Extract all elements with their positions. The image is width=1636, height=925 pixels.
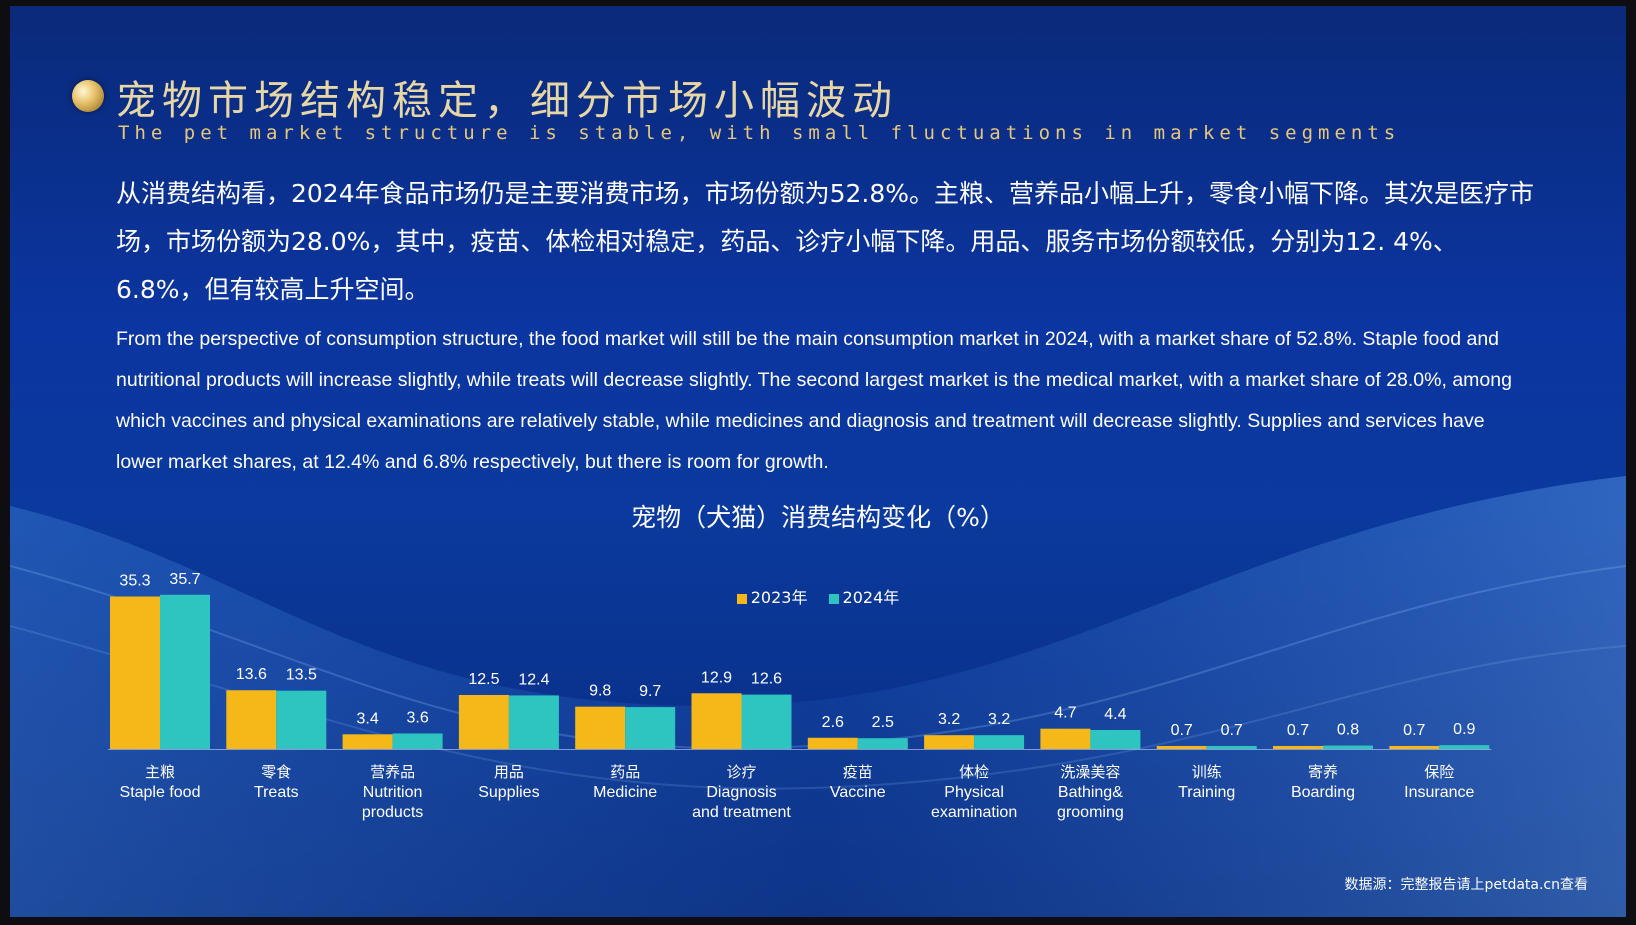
category-label-en: Physical [944, 784, 1004, 801]
category-label-en: Staple food [120, 784, 201, 801]
data-label: 3.2 [988, 711, 1010, 728]
data-label: 12.4 [518, 671, 549, 688]
bar-2023 [110, 596, 160, 749]
summary-text-en: From the perspective of consumption stru… [116, 328, 1512, 473]
data-label: 12.9 [701, 669, 732, 686]
category-label-cn: 体检 [959, 763, 989, 781]
category-label-en: examination [931, 804, 1017, 821]
bar-2024 [1439, 745, 1490, 749]
data-label: 9.7 [639, 683, 661, 700]
bar-2024 [1323, 745, 1373, 749]
summary-text-cn: 从消费结构看，2024年食品市场仍是主要消费市场，市场份额为52.8%。主粮、营… [116, 179, 1535, 304]
data-label: 3.6 [406, 709, 428, 726]
data-source-note: 数据源：完整报告请上petdata.cn查看 [1344, 877, 1588, 893]
bar-2024 [392, 733, 443, 749]
category-label-en: Insurance [1404, 784, 1474, 801]
legend-swatch-2023 [736, 593, 747, 604]
bar-2024 [1090, 729, 1141, 749]
category-label-cn: 疫苗 [843, 763, 873, 781]
category-label-cn: 主粮 [145, 763, 175, 781]
category-label-en: Training [1178, 784, 1235, 801]
bar-2024 [857, 738, 908, 749]
data-label: 13.6 [236, 666, 267, 683]
chart-legend: 2023年 2024年 [10, 584, 1626, 608]
data-label: 35.3 [119, 573, 150, 590]
category-label-cn: 寄养 [1308, 763, 1338, 781]
data-label: 4.4 [1104, 706, 1126, 723]
category-label-en: Supplies [478, 784, 539, 801]
bar-2023 [1389, 745, 1440, 749]
bar-2024 [974, 735, 1025, 749]
bar-2023 [807, 737, 858, 749]
bar-2023 [1040, 728, 1091, 749]
bar-2024 [741, 694, 792, 749]
category-label-en: Vaccine [830, 784, 886, 801]
page-title: 宠物市场结构稳定，细分市场小幅波动 [116, 78, 898, 124]
category-label-cn: 训练 [1192, 763, 1222, 781]
data-label: 0.7 [1171, 722, 1193, 739]
bar-2023 [924, 735, 975, 749]
bar-2023 [226, 690, 277, 749]
slide: 宠物市场结构稳定，细分市场小幅波动 The pet market structu… [10, 6, 1626, 917]
title-bullet-icon [72, 80, 104, 112]
bar-2024 [160, 594, 210, 749]
legend-label-2024: 2024年 [842, 588, 900, 607]
category-label-cn: 保险 [1424, 763, 1454, 781]
bar-chart: 35.3 35.7 主粮 Staple food 13.6 13.5 零食 Treats 3.4… [108, 571, 1492, 821]
category-label-en: grooming [1057, 804, 1124, 821]
data-label: 12.6 [751, 671, 782, 688]
bar-2024 [276, 690, 327, 749]
bar-2023 [575, 706, 626, 749]
bar-2023 [1273, 745, 1323, 749]
data-label: 3.4 [356, 710, 378, 727]
category-label-en: Boarding [1291, 784, 1355, 801]
bar-2023 [342, 734, 393, 749]
category-label-cn: 洗澡美容 [1060, 763, 1120, 781]
data-label: 0.9 [1453, 721, 1475, 738]
category-label-en: Diagnosis [706, 784, 776, 801]
page-subtitle: The pet market structure is stable, with… [118, 122, 1401, 144]
data-label: 4.7 [1054, 705, 1076, 722]
data-label: 3.2 [938, 711, 960, 728]
data-label: 35.7 [169, 571, 200, 588]
category-label-cn: 营养品 [370, 763, 415, 781]
bar-2024 [625, 707, 676, 749]
data-label: 0.8 [1337, 722, 1359, 739]
category-label-cn: 零食 [261, 763, 291, 781]
bar-2023 [1156, 745, 1207, 749]
category-label-en: Medicine [593, 784, 657, 801]
data-label: 13.5 [286, 667, 317, 684]
legend-swatch-2024 [828, 593, 839, 604]
data-label: 0.7 [1221, 722, 1243, 739]
bar-2023 [691, 693, 742, 749]
category-label-en: and treatment [692, 804, 791, 821]
data-label: 9.8 [589, 683, 611, 700]
legend-label-2023: 2023年 [750, 588, 808, 607]
category-label-cn: 诊疗 [726, 763, 756, 781]
category-label-cn: 用品 [494, 763, 524, 781]
category-label-en: products [362, 804, 423, 821]
category-label-en: Nutrition [363, 784, 423, 801]
chart-title: 宠物（犬猫）消费结构变化（%） [631, 503, 1005, 532]
data-label: 12.5 [468, 671, 499, 688]
legend-item-2023: 2023年 [736, 584, 808, 608]
category-label-en: Treats [254, 784, 299, 801]
bar-2024 [1206, 745, 1257, 749]
data-label: 0.7 [1403, 722, 1425, 739]
bar-2023 [458, 695, 509, 749]
legend-item-2024: 2024年 [828, 584, 900, 608]
data-label: 0.7 [1287, 722, 1309, 739]
category-label-en: Bathing& [1058, 784, 1123, 801]
data-label: 2.5 [872, 714, 894, 731]
data-label: 2.6 [822, 714, 844, 731]
category-label-cn: 药品 [610, 763, 640, 781]
bar-2024 [508, 695, 559, 749]
